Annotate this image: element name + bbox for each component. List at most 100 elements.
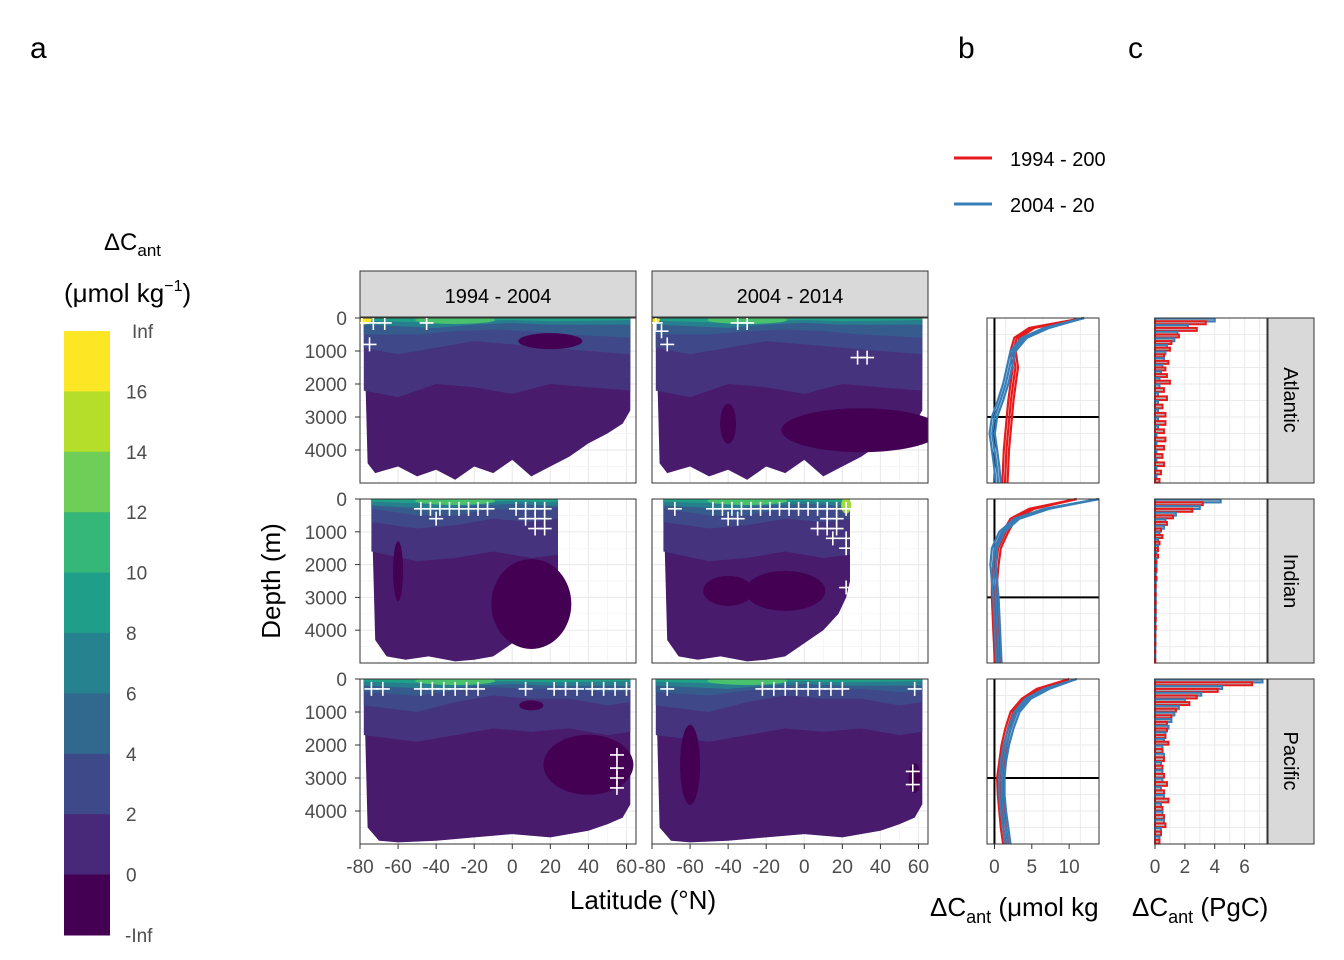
significance-cross: [829, 521, 844, 536]
bar: [1154, 830, 1162, 837]
strip-basin-atlantic-label: Atlantic: [1279, 367, 1301, 433]
significance-cross: [652, 318, 663, 330]
significance-cross: [419, 318, 434, 330]
bar: [1154, 395, 1168, 402]
x-tick-label: 0: [507, 857, 518, 878]
legend-label: 12: [126, 503, 147, 524]
contour-blob: [745, 570, 826, 611]
profile-panel: [986, 497, 1100, 664]
panel-border: [1154, 317, 1268, 484]
panel-border: [1154, 498, 1268, 664]
y-tick-label: 4000: [305, 802, 347, 823]
significance-cross: [860, 350, 875, 365]
surface-max: [707, 679, 788, 685]
panel-border: [986, 317, 1100, 484]
bar: [1154, 838, 1161, 845]
bar: [1154, 520, 1168, 526]
profile-line: [995, 677, 1070, 845]
bar: [1154, 740, 1170, 746]
x-tick-label: 6: [1239, 857, 1250, 878]
legend-swatch: [64, 693, 110, 755]
significance-markers: [413, 501, 552, 536]
section-panel: [360, 679, 636, 844]
section-panel: [652, 318, 928, 483]
bar: [1154, 822, 1167, 829]
significance-markers: [360, 318, 434, 352]
x-tick-label: -40: [714, 857, 741, 878]
legend-label: 0: [126, 866, 137, 887]
bar: [1154, 353, 1165, 359]
x-tick-label: -80: [638, 857, 665, 878]
x-tick-label: -60: [676, 857, 703, 878]
significance-markers: [652, 318, 875, 365]
y-tick-label: 1000: [305, 342, 347, 363]
x-tick-label: -40: [422, 857, 449, 878]
legend-swatch: [64, 814, 110, 876]
legend-swatch: [64, 572, 110, 634]
significance-cross: [660, 337, 675, 352]
a-ylabel: Depth (m): [256, 523, 286, 639]
bar: [1154, 748, 1164, 754]
x-tick-label: 20: [540, 857, 561, 878]
bar: [1154, 507, 1194, 513]
profile-line: [993, 316, 1085, 484]
significance-cross: [609, 780, 624, 795]
panel-border: [986, 678, 1100, 845]
bar: [1154, 379, 1171, 385]
section-panel: [652, 679, 928, 844]
bar: [1154, 477, 1161, 484]
x-tick-label: 20: [832, 857, 853, 878]
y-tick-label: 1000: [305, 703, 347, 724]
x-tick-label: -20: [460, 857, 487, 878]
legend-label: 6: [126, 684, 137, 705]
c-xlabel: ΔCant (PgC): [1132, 892, 1268, 927]
bar: [1154, 707, 1177, 713]
bar: [1154, 320, 1207, 326]
bar-panel: [1154, 317, 1268, 484]
legend-label: 10: [126, 564, 147, 585]
bar: [1154, 687, 1219, 693]
panel-border: [1154, 678, 1268, 845]
bar-panel: [1154, 678, 1268, 845]
x-tick-label: 5: [1027, 857, 1038, 878]
strip-period-1-label: 1994 - 2004: [445, 286, 552, 308]
contour-blob: [703, 575, 754, 606]
profile-line: [994, 497, 1100, 664]
panel-border: [359, 317, 637, 484]
bar-panel: [1154, 498, 1268, 664]
bar: [1154, 453, 1164, 459]
bar: [1154, 701, 1191, 707]
significance-markers: [364, 681, 634, 795]
x-tick-label: -20: [752, 857, 779, 878]
x-tick-label: 60: [616, 857, 637, 878]
x-tick-label: 0: [989, 857, 1000, 878]
x-tick-label: -80: [346, 857, 373, 878]
bar: [1154, 540, 1161, 546]
significance-markers: [660, 681, 922, 792]
panel-border: [359, 498, 637, 664]
contour-blob: [720, 403, 737, 444]
contour-blob: [908, 763, 921, 793]
panel-letter-b: b: [958, 32, 975, 65]
strip-period-2: [651, 270, 929, 318]
legend-key-label: 2004 - 20: [1010, 195, 1095, 217]
bar: [1154, 527, 1162, 533]
panel-border: [651, 498, 929, 664]
section-panel: [360, 499, 636, 663]
bar: [1154, 534, 1164, 540]
significance-cross: [377, 318, 392, 330]
bar: [1154, 387, 1165, 393]
contour-blob: [680, 724, 701, 805]
y-tick-label: 1000: [305, 523, 347, 544]
panel-letter-c: c: [1128, 32, 1143, 65]
significance-cross: [839, 580, 854, 595]
panel-border: [359, 678, 637, 845]
strip-period-1: [359, 270, 637, 318]
profile-panel: [986, 677, 1100, 845]
significance-cross: [667, 501, 682, 516]
significance-cross: [905, 777, 920, 792]
surface-max: [707, 499, 788, 505]
bar: [1154, 346, 1171, 352]
bar: [1154, 681, 1254, 687]
